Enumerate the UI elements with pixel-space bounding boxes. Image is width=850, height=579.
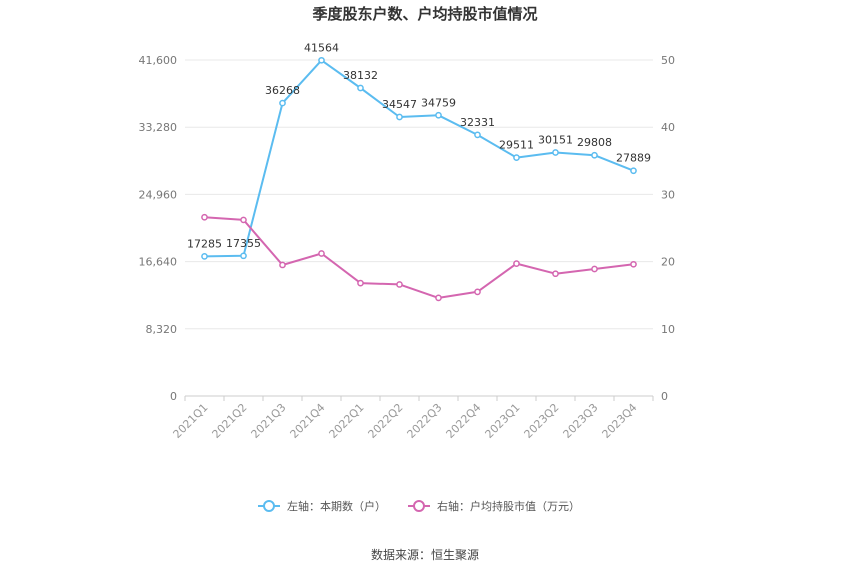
series-1-point <box>630 167 637 175</box>
data-label: 38132 <box>343 69 378 82</box>
x-axis-tick-label: 2022Q1 <box>327 401 367 441</box>
series-2-point <box>279 261 286 269</box>
series-layer <box>201 56 637 302</box>
series-2-point <box>435 294 442 302</box>
right-axis-tick-label: 10 <box>661 323 675 336</box>
series-1-point <box>591 151 598 159</box>
right-axis-tick-label: 50 <box>661 54 675 67</box>
left-axis-tick-label: 0 <box>170 390 177 403</box>
left-axis-tick-label: 16,640 <box>139 256 178 269</box>
data-label: 29511 <box>499 139 534 152</box>
x-axis-tick-label: 2021Q3 <box>249 401 289 441</box>
series-1-point <box>513 154 520 161</box>
series-1-point <box>435 111 442 119</box>
data-label: 34547 <box>382 98 417 111</box>
data-label: 41564 <box>304 41 339 54</box>
data-label: 17355 <box>226 237 261 250</box>
series-1-point <box>396 113 403 121</box>
left-axis-tick-label: 24,960 <box>139 188 178 201</box>
x-axis-tick-label: 2021Q1 <box>171 401 211 441</box>
data-label: 27889 <box>616 152 651 165</box>
data-label: 30151 <box>538 133 573 146</box>
x-axis-tick-label: 2023Q3 <box>561 401 601 441</box>
x-axis-tick-label: 2021Q2 <box>210 401 250 441</box>
x-axis-tick-label: 2022Q3 <box>405 401 445 441</box>
right-axis-tick-label: 30 <box>661 188 675 201</box>
x-axis-tick-label: 2022Q2 <box>366 401 406 441</box>
data-label: 29808 <box>577 136 612 149</box>
series-1-point <box>474 131 481 139</box>
series-2-point <box>474 288 481 296</box>
series-2-point <box>201 213 208 221</box>
series-1-point <box>279 99 286 107</box>
series-1-point <box>201 253 208 260</box>
right-axis-tick-label: 40 <box>661 121 675 134</box>
series-1-point <box>240 252 247 260</box>
source-note: 数据来源：恒生聚源 <box>371 547 479 562</box>
right-axis-tick-label: 0 <box>661 390 668 403</box>
legend: 左轴：本期数（户） 右轴：户均持股市值（万元） <box>258 499 580 513</box>
x-axis-tick-label: 2023Q1 <box>483 401 523 441</box>
data-label: 32331 <box>460 116 495 129</box>
chart-title: 季度股东户数、户均持股市值情况 <box>312 5 537 23</box>
series-2-point <box>513 260 520 267</box>
right-axis-tick-label: 20 <box>661 256 675 269</box>
grid-layer <box>185 59 653 397</box>
series-1-point <box>552 149 559 156</box>
data-label: 17285 <box>187 237 222 250</box>
data-label: 34759 <box>421 96 456 109</box>
legend-marker-2 <box>413 500 425 512</box>
legend-marker-1 <box>263 500 275 512</box>
left-axis-tick-label: 41,600 <box>139 54 178 67</box>
series-line-1 <box>204 59 634 258</box>
legend-label-2: 右轴：户均持股市值（万元） <box>437 499 580 513</box>
x-axis-tick-label: 2022Q4 <box>444 401 484 441</box>
series-2-point <box>396 281 403 288</box>
data-label: 36268 <box>265 84 300 97</box>
series-line-2 <box>204 216 634 299</box>
data-label-layer: 17285 17355 36268 41564 38132 34547 34759 32331… <box>187 41 651 250</box>
left-axis-tick-label: 33,280 <box>139 121 178 134</box>
legend-label-1: 左轴：本期数（户） <box>287 499 386 513</box>
series-2-point <box>318 250 325 257</box>
series-1-point <box>318 56 325 64</box>
series-1-point <box>357 84 364 92</box>
series-2-point <box>357 279 364 287</box>
x-axis-tick-label: 2023Q2 <box>522 401 562 441</box>
x-axis-tick-label: 2021Q4 <box>288 401 328 441</box>
series-2-point <box>630 260 637 268</box>
series-2-point <box>552 270 559 278</box>
series-2-point <box>591 265 598 273</box>
left-axis-tick-label: 8,320 <box>146 323 178 336</box>
x-axis-tick-label: 2023Q4 <box>600 401 640 441</box>
series-2-point <box>240 216 247 224</box>
